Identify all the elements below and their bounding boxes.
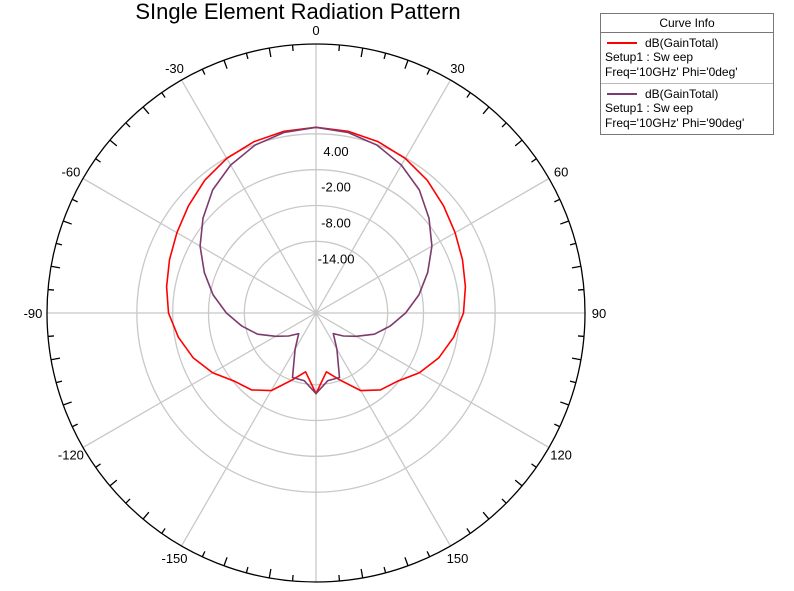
angle-tick [63, 220, 72, 225]
angle-tick [71, 198, 78, 203]
angle-tick [47, 335, 55, 338]
radial-label: -14.00 [318, 251, 355, 266]
angle-tick [404, 557, 409, 566]
angle-tick [482, 511, 490, 520]
axis-labels: 0 30 60 90 120 150 -180 -150 -120 -90 -60 -30 4.00 -2… [24, 23, 607, 591]
angle-tick [268, 47, 272, 58]
angle-tick [50, 357, 61, 361]
legend-series-name: dB(GainTotal) [645, 35, 719, 50]
legend-title: Curve Info [601, 14, 773, 33]
angle-tick [560, 220, 569, 225]
angle-label: -30 [165, 61, 184, 76]
angle-tick [142, 511, 150, 520]
angle-tick [554, 198, 561, 203]
angle-tick [577, 288, 585, 291]
angle-tick [569, 242, 577, 246]
angle-tick [245, 566, 249, 574]
angle-tick [142, 106, 150, 115]
angle-tick [383, 566, 387, 574]
angle-tick [466, 528, 471, 534]
angle-tick [291, 574, 294, 582]
angle-tick [223, 557, 228, 566]
legend-swatch-red [607, 41, 637, 44]
angle-label: 0 [312, 23, 319, 38]
legend-entry-phi-0: dB(GainTotal) Setup1 : Sw eep Freq='10GH… [601, 33, 773, 84]
angle-label: -90 [24, 306, 43, 321]
angle-label: -180 [303, 589, 329, 591]
angle-tick [383, 52, 387, 60]
angle-tick [245, 52, 249, 60]
legend-freq: Freq='10GHz' Phi='90deg' [605, 116, 745, 130]
angle-tick [63, 401, 72, 406]
angle-tick [426, 68, 431, 75]
angle-tick [47, 288, 55, 291]
legend-setup: Setup1 : Sw eep [605, 101, 694, 115]
radial-label: 4.00 [323, 144, 348, 159]
curves [165, 126, 467, 395]
angle-tick [71, 423, 78, 428]
angle-tick [125, 498, 131, 504]
angle-tick [466, 92, 471, 98]
angle-tick [554, 423, 561, 428]
angle-label: -60 [62, 165, 81, 180]
angle-tick [55, 242, 63, 246]
angle-tick [404, 60, 409, 69]
angle-tick [360, 47, 364, 58]
angle-label: 150 [447, 551, 469, 566]
angle-tick [571, 265, 582, 269]
angle-tick [514, 479, 523, 487]
angle-label: -120 [58, 448, 84, 463]
angle-tick [338, 574, 341, 582]
angle-tick [360, 568, 364, 579]
angle-tick [201, 551, 206, 558]
angle-tick [50, 265, 61, 269]
angle-tick [109, 479, 118, 487]
angle-label: 90 [592, 306, 606, 321]
angle-tick [201, 68, 206, 75]
outer-circle [46, 43, 586, 583]
angle-tick [426, 551, 431, 558]
angle-tick [268, 568, 272, 579]
chart-title: SIngle Element Radiation Pattern [135, 0, 460, 24]
angle-tick [501, 498, 507, 504]
angle-tick [161, 92, 166, 98]
angle-tick [291, 44, 294, 52]
angle-tick [531, 463, 537, 468]
angle-tick [125, 122, 131, 128]
angle-tick [514, 139, 523, 147]
angle-tick [55, 380, 63, 384]
angle-tick [161, 528, 166, 534]
polar-grid [46, 43, 586, 583]
angle-tick [569, 380, 577, 384]
angle-tick [338, 44, 341, 52]
angle-tick [501, 122, 507, 128]
angle-tick [95, 158, 101, 163]
angle-tick [482, 106, 490, 115]
angle-tick [95, 463, 101, 468]
angle-label: 60 [554, 165, 568, 180]
angle-label: 120 [550, 448, 572, 463]
angle-label: -150 [161, 551, 187, 566]
legend-freq: Freq='10GHz' Phi='0deg' [605, 65, 738, 79]
radial-label: -2.00 [321, 180, 351, 195]
angle-tick [109, 139, 118, 147]
legend-setup: Setup1 : Sw eep [605, 50, 694, 64]
legend-swatch-purple [607, 92, 637, 95]
angle-tick [577, 335, 585, 338]
angle-tick [571, 357, 582, 361]
series-line-phi-90 [199, 126, 433, 395]
angle-label: 30 [450, 61, 464, 76]
angle-tick [560, 401, 569, 406]
radial-label: -8.00 [321, 216, 351, 231]
angle-tick [531, 158, 537, 163]
legend-entry-phi-90: dB(GainTotal) Setup1 : Sw eep Freq='10GH… [601, 84, 773, 134]
legend-series-name: dB(GainTotal) [645, 86, 719, 101]
angle-tick [223, 60, 228, 69]
legend: Curve Info dB(GainTotal) Setup1 : Sw eep… [600, 13, 774, 135]
